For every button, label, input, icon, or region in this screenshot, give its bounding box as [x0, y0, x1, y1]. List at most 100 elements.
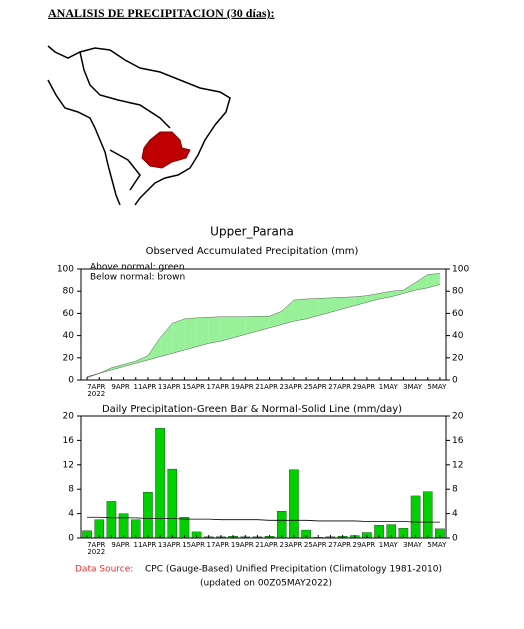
y-tick-label: 8: [68, 485, 74, 495]
x-tick-label: 3MAY: [403, 383, 423, 391]
y2-tick-label: 12: [452, 460, 463, 470]
bar: [118, 513, 129, 539]
y-tick-label: 80: [63, 287, 75, 297]
y-tick-label: 100: [57, 265, 74, 275]
bar: [167, 468, 178, 539]
annotation: Above normal: green: [90, 263, 185, 273]
fill-area: [318, 297, 331, 316]
y2-tick-label: 0: [452, 534, 458, 544]
bar: [276, 511, 287, 539]
x-tick-label: 19APR: [231, 383, 254, 391]
bar: [179, 517, 190, 539]
fill-area: [208, 316, 221, 344]
fill-area: [293, 298, 307, 322]
fill-area: [233, 316, 246, 338]
fill-area: [330, 297, 343, 313]
y2-tick-label: 8: [452, 485, 458, 495]
chart-title: Observed Accumulated Precipitation (mm): [146, 246, 359, 257]
y-tick-label: 0: [68, 376, 74, 386]
y2-tick-label: 20: [452, 353, 464, 363]
x-tick-label: 27APR: [328, 541, 351, 549]
y2-tick-label: 100: [452, 265, 469, 275]
x-year: 2022: [87, 548, 105, 556]
y-tick-label: 4: [68, 509, 74, 519]
fill-area: [391, 290, 404, 297]
x-tick-label: 19APR: [231, 541, 254, 549]
fill-area: [172, 318, 185, 354]
heading: ANALISIS DE PRECIPITACION (30 días):: [48, 6, 274, 20]
plot-frame: [80, 415, 447, 539]
fill-area: [220, 316, 234, 342]
y-tick-label: 16: [63, 436, 75, 446]
normal-line: [87, 516, 440, 523]
bar: [143, 492, 153, 539]
x-tick-label: 11APR: [134, 541, 157, 549]
x-tick-label: 1MAY: [379, 383, 399, 391]
fill-area: [415, 274, 428, 291]
y-tick-label: 60: [63, 309, 75, 319]
y2-tick-label: 60: [452, 309, 464, 319]
bar: [422, 491, 433, 539]
x-tick-label: 15APR: [182, 383, 205, 391]
fill-area: [269, 311, 282, 328]
updated: (updated on 00Z05MAY2022): [200, 579, 332, 589]
chart-title: Daily Precipitation-Green Bar & Normal-S…: [102, 404, 402, 415]
bar: [289, 469, 299, 539]
x-tick-label: 5MAY: [427, 541, 447, 549]
y2-tick-label: 0: [452, 376, 458, 386]
x-tick-label: 17APR: [207, 383, 230, 391]
fill-area: [427, 273, 440, 288]
normal-line: [87, 284, 440, 377]
x-tick-label: 23APR: [280, 383, 303, 391]
y2-tick-label: 40: [452, 331, 464, 341]
region-title: Upper_Parana: [210, 225, 294, 239]
x-tick-label: 11APR: [134, 383, 157, 391]
fill-area: [366, 293, 380, 303]
source: CPC (Gauge-Based) Unified Precipitation …: [145, 565, 442, 575]
fill-area: [354, 295, 367, 306]
x-tick-label: 29APR: [353, 383, 376, 391]
fill-area: [196, 317, 209, 347]
y-tick-label: 12: [63, 460, 74, 470]
fill-area: [123, 361, 136, 367]
y2-tick-label: 16: [452, 436, 464, 446]
bar: [155, 428, 165, 539]
x-tick-label: 21APR: [255, 383, 278, 391]
fill-area: [306, 298, 319, 319]
fill-area: [379, 291, 392, 299]
y2-tick-label: 20: [452, 412, 464, 422]
x-tick-label: 23APR: [280, 541, 303, 549]
x-tick-label: 9APR: [111, 383, 129, 391]
x-tick-label: 25APR: [304, 541, 327, 549]
fill-area: [245, 316, 258, 335]
x-tick-label: 13APR: [158, 383, 181, 391]
annotation: Below normal: brown: [90, 273, 185, 283]
y2-tick-label: 80: [452, 287, 464, 297]
x-tick-label: 5MAY: [427, 383, 447, 391]
x-year: 2022: [87, 390, 105, 398]
y2-tick-label: 4: [452, 509, 458, 519]
y-tick-label: 40: [63, 331, 75, 341]
x-tick-label: 9APR: [111, 541, 129, 549]
plot-frame: [80, 268, 447, 381]
y-tick-label: 0: [68, 534, 74, 544]
x-tick-label: 29APR: [353, 541, 376, 549]
x-tick-label: 15APR: [182, 541, 205, 549]
fill-area: [342, 296, 355, 309]
y-tick-label: 20: [63, 353, 75, 363]
y-tick-label: 20: [63, 412, 75, 422]
x-tick-label: 21APR: [255, 541, 278, 549]
bar: [106, 501, 117, 539]
fill-area: [135, 355, 148, 364]
x-tick-label: 1MAY: [379, 541, 399, 549]
x-tick-label: 7APR: [87, 383, 105, 391]
fill-area: [184, 317, 197, 351]
x-tick-label: 17APR: [207, 541, 230, 549]
fill-area: [257, 316, 270, 332]
source-label: Data Source:: [75, 565, 133, 575]
basin-region: [141, 131, 191, 169]
fill-area: [281, 300, 294, 325]
fill-area: [147, 337, 161, 361]
fill-area: [160, 323, 173, 357]
